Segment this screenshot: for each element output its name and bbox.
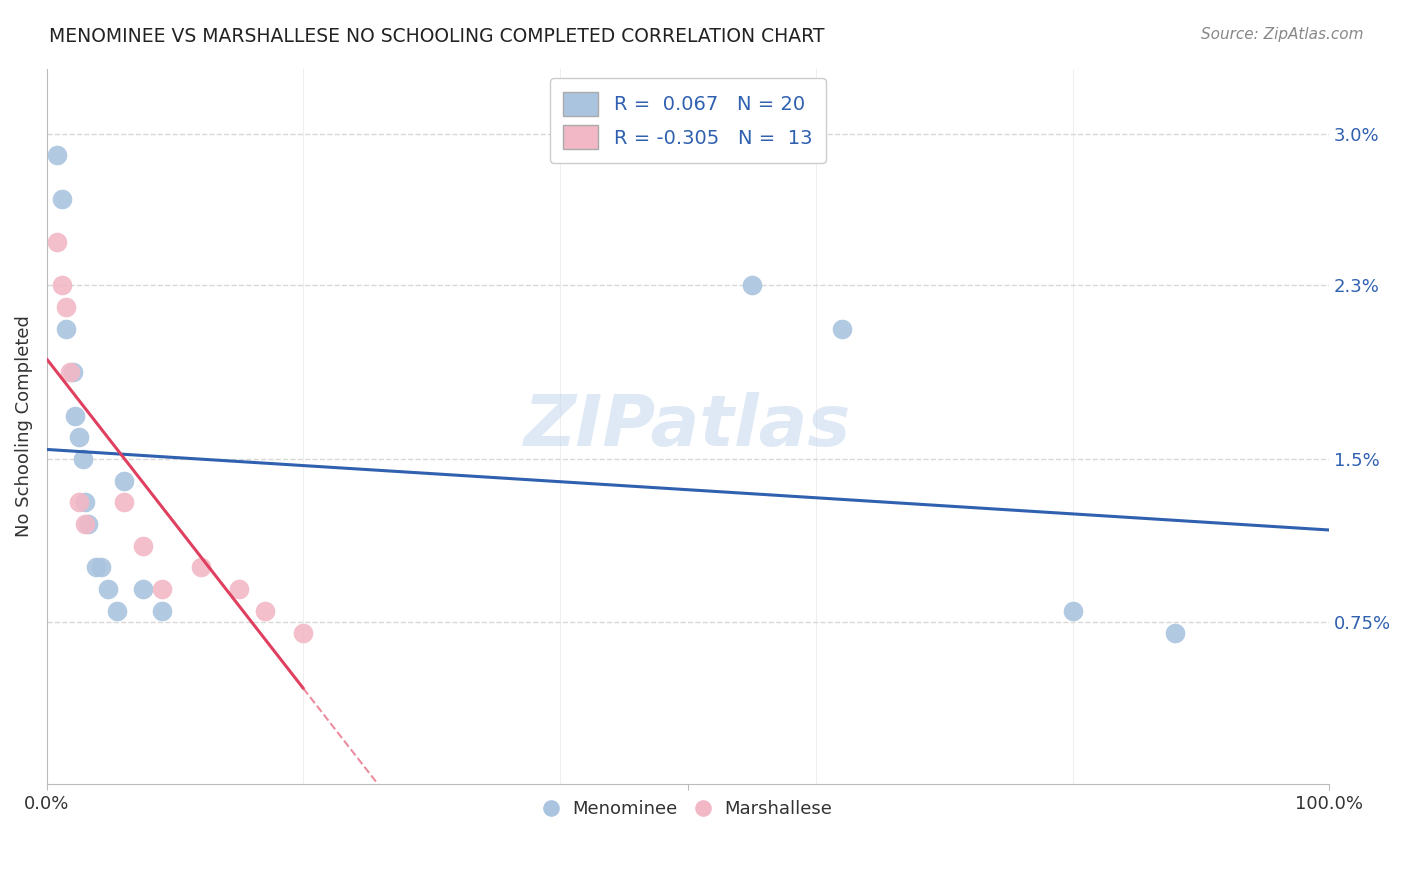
Point (132, 539, 155, 553)
Point (51, 278, 73, 293)
Point (55, 300, 77, 314)
Point (77, 517, 100, 532)
Point (150, 582, 173, 597)
Point (132, 582, 155, 597)
Point (97, 582, 120, 597)
Y-axis label: No Schooling Completed: No Schooling Completed (15, 316, 32, 537)
Point (67, 495, 90, 509)
Point (1062, 604, 1084, 618)
Point (84, 560, 107, 574)
Point (46, 148, 69, 162)
Legend: Menominee, Marshallese: Menominee, Marshallese (536, 793, 839, 825)
Point (67, 430, 90, 444)
Point (90, 560, 112, 574)
Point (46, 235, 69, 249)
Point (63, 409, 86, 423)
Text: MENOMINEE VS MARSHALLESE NO SCHOOLING COMPLETED CORRELATION CHART: MENOMINEE VS MARSHALLESE NO SCHOOLING CO… (49, 27, 825, 45)
Text: ZIPatlas: ZIPatlas (524, 392, 852, 461)
Point (72, 452, 94, 467)
Point (150, 604, 173, 618)
Point (59, 365, 82, 379)
Point (75, 517, 97, 532)
Point (228, 582, 250, 597)
Point (292, 625, 315, 640)
Point (55, 322, 77, 336)
Point (75, 495, 97, 509)
Point (1164, 625, 1187, 640)
Point (831, 322, 853, 336)
Text: Source: ZipAtlas.com: Source: ZipAtlas.com (1201, 27, 1364, 42)
Point (741, 278, 763, 293)
Point (107, 604, 129, 618)
Point (51, 192, 73, 206)
Point (190, 560, 212, 574)
Point (112, 495, 135, 509)
Point (112, 474, 135, 488)
Point (62, 365, 84, 379)
Point (253, 604, 276, 618)
